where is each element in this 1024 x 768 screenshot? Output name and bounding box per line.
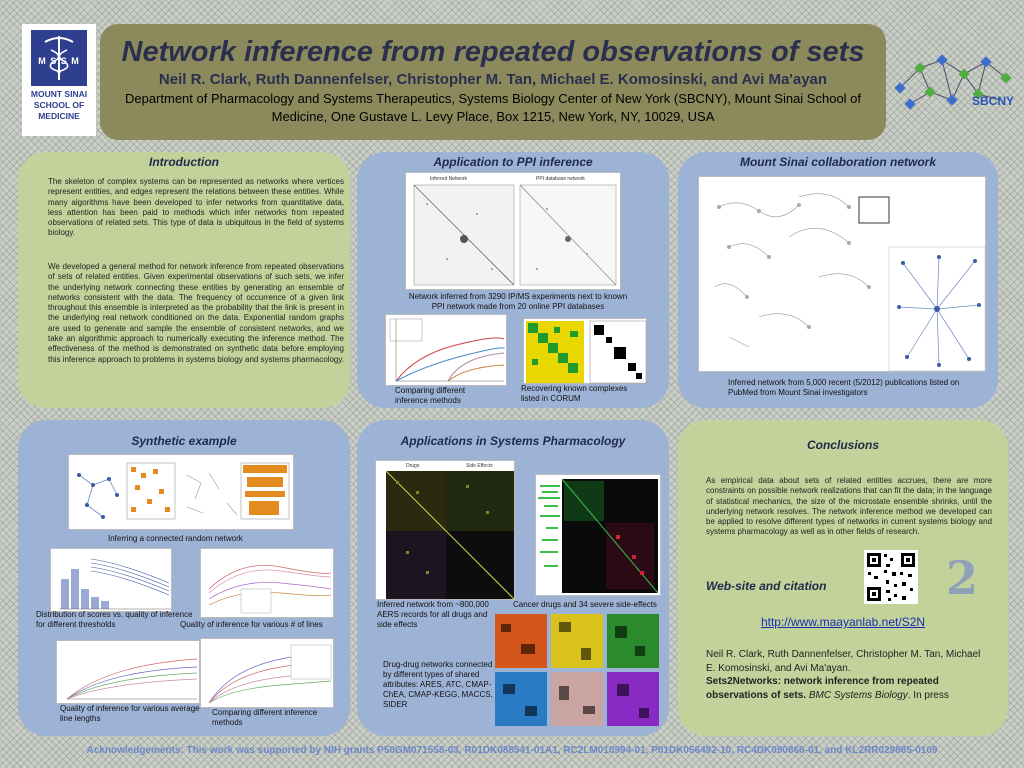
citation-journal: BMC Systems Biology bbox=[808, 689, 908, 701]
logo-line-3: MEDICINE bbox=[38, 111, 80, 121]
web-citation-title: Web-site and citation bbox=[706, 579, 827, 593]
synthetic-caption-4: Quality of inference for various average… bbox=[60, 704, 200, 723]
cancer-drugs-figure bbox=[535, 474, 661, 596]
aers-heatmap-figure: Drugs Side Effects bbox=[375, 460, 515, 600]
ppi-caption-3: Recovering known complexes listed in COR… bbox=[521, 384, 628, 403]
conclusions-title: Conclusions bbox=[806, 438, 879, 452]
synthetic-title: Synthetic example bbox=[131, 434, 237, 448]
collaboration-title: Mount Sinai collaboration network bbox=[739, 155, 936, 169]
method-comparison-chart bbox=[385, 314, 507, 386]
citation-title: Sets2Networks: network inference from re… bbox=[706, 676, 939, 701]
poster-affiliation: Department of Pharmacology and Systems T… bbox=[124, 91, 862, 124]
synthetic-caption-2: Distribution of scores vs. quality of in… bbox=[36, 610, 193, 629]
ppi-figure-label-a: Inferred Network bbox=[430, 176, 467, 182]
citation-status: . In press bbox=[907, 689, 949, 701]
synthetic-caption-1: Inferring a connected random network bbox=[108, 534, 243, 543]
corum-complexes-figure bbox=[523, 318, 647, 384]
network-graphic-icon bbox=[894, 54, 1012, 110]
score-distribution-figure bbox=[50, 548, 172, 612]
ppi-caption-2: Comparing different inference methods bbox=[395, 386, 466, 405]
acknowledgements: Acknowledgements: This work was supporte… bbox=[86, 745, 938, 756]
ppi-panel: Application to PPI inference Inferred Ne… bbox=[357, 152, 669, 408]
logo-line-1: MOUNT SINAI bbox=[30, 89, 88, 99]
introduction-paragraph-2: We developed a general method for networ… bbox=[48, 262, 344, 364]
heatmap-label-a: Drugs bbox=[406, 463, 420, 469]
drug-network-tiles bbox=[495, 614, 665, 728]
ppi-network-figure: Inferred Network PPI database network bbox=[405, 172, 621, 290]
ppi-title: Application to PPI inference bbox=[433, 155, 593, 169]
mount-sinai-logo: M S S M MOUNT SINAI SCHOOL OF MEDICINE bbox=[22, 24, 96, 136]
pharmacology-caption-1: Inferred network from ~800,000 AERS reco… bbox=[377, 600, 489, 629]
conclusions-text: As empirical data about sets of related … bbox=[706, 476, 992, 537]
qr-code-icon bbox=[864, 550, 918, 604]
pharmacology-caption-2: Cancer drugs and 34 severe side-effects bbox=[513, 600, 657, 609]
citation-authors: Neil R. Clark, Ruth Dannenfelser, Christ… bbox=[706, 649, 981, 674]
website-link[interactable]: http://www.maayanlab.net/S2N bbox=[760, 615, 926, 629]
collaboration-network-figure bbox=[698, 176, 986, 372]
logo-mark-text: M S S M bbox=[38, 56, 80, 66]
pharmacology-panel: Applications in Systems Pharmacology Dru… bbox=[357, 420, 669, 736]
heatmap-label-b: Side Effects bbox=[466, 463, 493, 469]
pharmacology-title: Applications in Systems Pharmacology bbox=[400, 434, 626, 448]
s2n-logo-icon: 2 bbox=[934, 550, 990, 606]
introduction-paragraph-1: The skeleton of complex systems can be r… bbox=[48, 177, 344, 238]
header-banner: Network inference from repeated observat… bbox=[100, 24, 886, 140]
conclusions-panel: Conclusions As empirical data about sets… bbox=[678, 420, 1008, 736]
introduction-panel: Introduction The skeleton of complex sys… bbox=[18, 152, 350, 408]
random-network-figure bbox=[68, 454, 294, 530]
poster-title: Network inference from repeated observat… bbox=[121, 36, 865, 68]
collaboration-caption: Inferred network from 5,000 recent (5/20… bbox=[728, 378, 960, 397]
synthetic-panel: Synthetic example Inferring a connected … bbox=[18, 420, 350, 736]
introduction-title: Introduction bbox=[149, 155, 219, 169]
poster-authors: Neil R. Clark, Ruth Dannenfelser, Christ… bbox=[158, 71, 828, 88]
ppi-caption-1: Network inferred from 3290 IP/MS experim… bbox=[408, 292, 628, 311]
pharmacology-caption-3: Drug-drug networks connected by differen… bbox=[383, 660, 493, 709]
sbcny-logo: SBCNY bbox=[890, 48, 1018, 120]
logo-line-2: SCHOOL OF bbox=[33, 100, 85, 110]
synthetic-caption-3: Quality of inference for various # of li… bbox=[180, 620, 323, 629]
synthetic-caption-5: Comparing different inference methods bbox=[212, 708, 318, 727]
lines-quality-figure bbox=[200, 548, 334, 618]
caduceus-icon: M S S M bbox=[31, 30, 87, 86]
synthetic-method-comparison-figure bbox=[200, 638, 334, 708]
citation-block: Neil R. Clark, Ruth Dannenfelser, Christ… bbox=[706, 648, 992, 702]
line-length-quality-figure bbox=[56, 640, 200, 704]
collaboration-panel: Mount Sinai collaboration network Inferr… bbox=[678, 152, 998, 408]
ppi-figure-label-b: PPI database network bbox=[536, 176, 585, 182]
sbcny-text: SBCNY bbox=[971, 94, 1014, 108]
